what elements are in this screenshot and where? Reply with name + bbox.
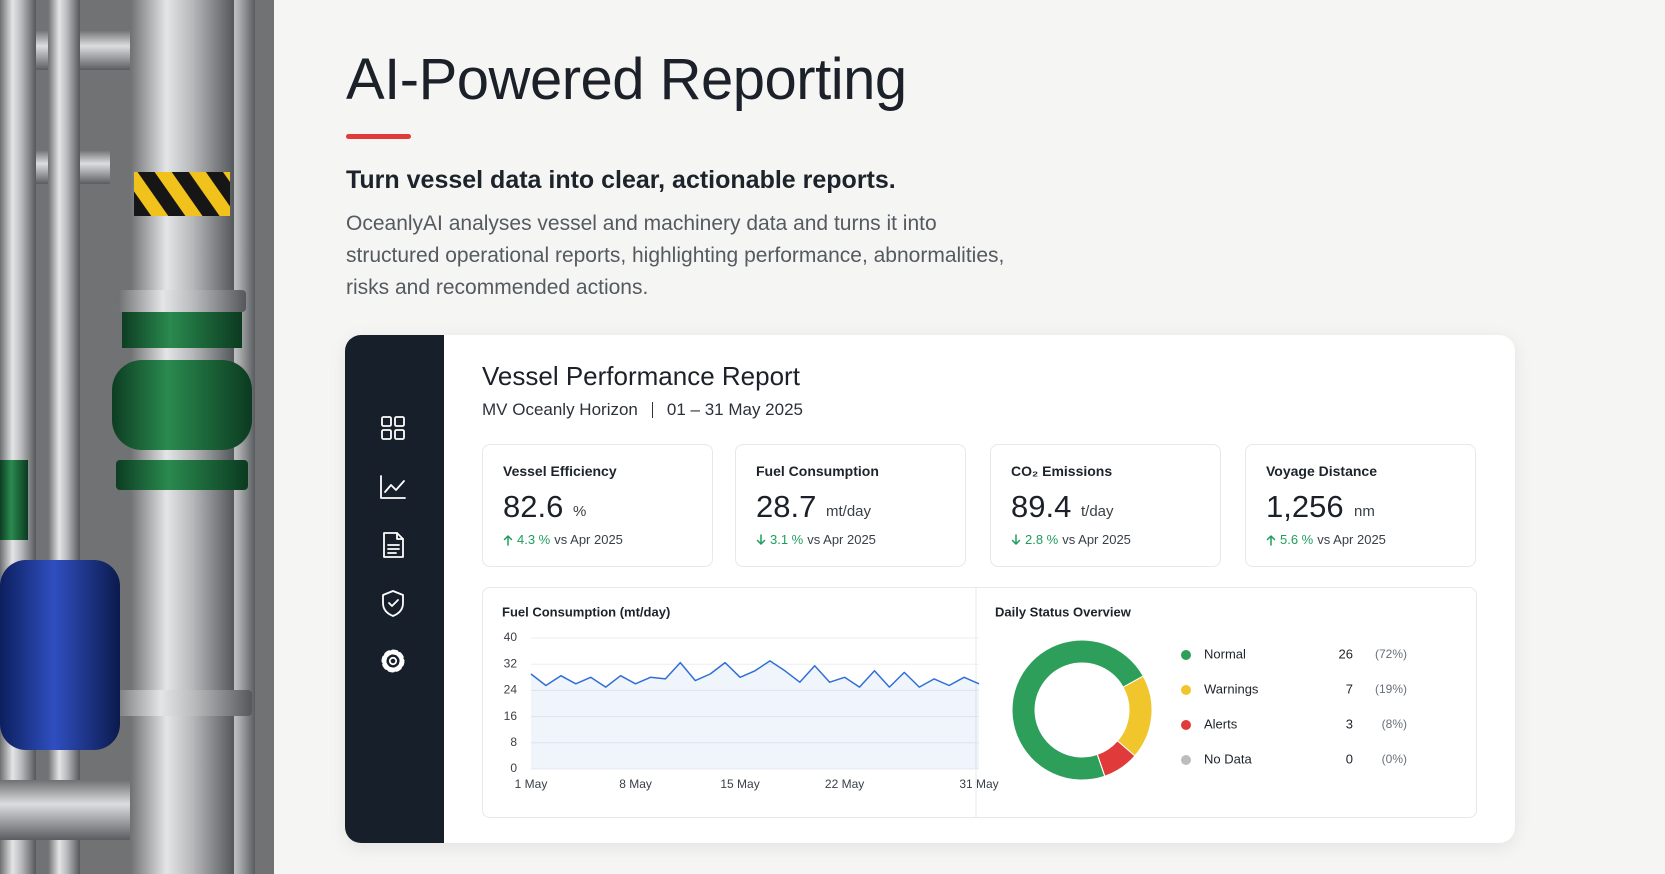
kpi-comparison: vs Apr 2025 bbox=[554, 532, 623, 547]
kpi-value: 82.6 bbox=[503, 489, 564, 524]
kpi-comparison: vs Apr 2025 bbox=[1317, 532, 1386, 547]
chart-panel: Fuel Consumption (mt/day) 0 8 16 24 32 40 1 May… bbox=[482, 587, 1477, 818]
x-tick-label: 15 May bbox=[720, 777, 759, 791]
legend-count: 0 bbox=[1346, 751, 1353, 766]
title-accent bbox=[346, 134, 411, 139]
legend-dot bbox=[1181, 755, 1191, 765]
kpi-value: 89.4 bbox=[1011, 489, 1072, 524]
kpi-label: Voyage Distance bbox=[1266, 463, 1378, 479]
legend-count: 26 bbox=[1339, 646, 1353, 661]
kpi-card: Voyage Distance 1,256 nm 5.6 % vs Apr 2025 bbox=[1245, 444, 1476, 567]
arrow-shape bbox=[756, 533, 766, 545]
y-tick-label: 8 bbox=[510, 735, 517, 749]
x-tick-label: 8 May bbox=[619, 777, 652, 791]
kpi-label: CO₂ Emissions bbox=[1011, 463, 1113, 479]
kpi-change: 4.3 % vs Apr 2025 bbox=[503, 532, 623, 547]
kpi-label: Fuel Consumption bbox=[756, 463, 879, 479]
trend-arrow bbox=[1011, 533, 1021, 545]
line-area bbox=[531, 660, 979, 769]
legend-dot bbox=[1181, 720, 1191, 730]
kpi-unit: t/day bbox=[1081, 503, 1114, 520]
report-icon[interactable] bbox=[383, 532, 404, 558]
settings-icon[interactable] bbox=[381, 649, 405, 673]
y-tick-label: 40 bbox=[504, 630, 518, 644]
kpi-card: Vessel Efficiency 82.6% 4.3 % vs Apr 2025 bbox=[482, 444, 713, 567]
page-title: AI-Powered Reporting bbox=[346, 47, 907, 112]
y-tick-label: 0 bbox=[510, 761, 517, 775]
trend-arrow bbox=[756, 533, 766, 545]
vessel-name: MV Oceanly Horizon bbox=[482, 400, 638, 419]
dashboard-icon[interactable] bbox=[381, 416, 405, 440]
report-card: Vessel Performance Report MV Oceanly Hor… bbox=[345, 335, 1515, 843]
chart-title: Fuel Consumption (mt/day) bbox=[502, 604, 670, 619]
kpi-change-value: 5.6 % bbox=[1280, 532, 1314, 547]
legend-share: (8%) bbox=[1382, 717, 1407, 731]
y-tick-label: 32 bbox=[504, 656, 518, 670]
report-subtitle: MV Oceanly Horizon 01 – 31 May 2025 bbox=[482, 400, 803, 420]
kpi-card: Fuel Consumption 28.7 mt/day 3.1 % vs Apr 20… bbox=[735, 444, 966, 567]
arrow-shape bbox=[1011, 533, 1021, 545]
charts: Fuel Consumption (mt/day) 0 8 16 24 32 40 1 May… bbox=[502, 588, 1407, 817]
legend-label: Alerts bbox=[1204, 716, 1238, 731]
legend-count: 3 bbox=[1346, 716, 1353, 731]
x-tick-label: 22 May bbox=[825, 777, 864, 791]
kpi-change: 5.6 % vs Apr 2025 bbox=[1266, 532, 1386, 547]
kpi-label: Vessel Efficiency bbox=[503, 463, 617, 479]
report-period: 01 – 31 May 2025 bbox=[666, 400, 803, 419]
legend-label: No Data bbox=[1204, 751, 1252, 766]
kpi-change-value: 3.1 % bbox=[770, 532, 804, 547]
kpi-value: 28.7 bbox=[756, 489, 817, 524]
trend-arrow bbox=[503, 534, 513, 546]
legend-share: (0%) bbox=[1382, 752, 1407, 766]
kpi-unit: mt/day bbox=[826, 503, 872, 520]
kpi-change: 2.8 % vs Apr 2025 bbox=[1011, 532, 1131, 547]
arrow-shape bbox=[503, 534, 513, 546]
donut-segment bbox=[1011, 639, 1144, 781]
kpi-comparison: vs Apr 2025 bbox=[807, 532, 876, 547]
trend-arrow bbox=[1266, 534, 1276, 546]
tagline: Turn vessel data into clear, actionable … bbox=[346, 166, 896, 194]
legend-count: 7 bbox=[1346, 681, 1353, 696]
legend-label: Normal bbox=[1204, 646, 1246, 661]
donut-segment bbox=[1116, 675, 1153, 757]
kpi-unit: % bbox=[573, 503, 587, 520]
separator bbox=[651, 402, 653, 418]
kpi-card: CO₂ Emissions 89.4 t/day 2.8 % vs Apr 2025 bbox=[990, 444, 1221, 567]
y-tick-label: 16 bbox=[504, 709, 518, 723]
line-series bbox=[530, 660, 980, 688]
sidebar-icons bbox=[380, 416, 406, 673]
kpi-change: 3.1 % vs Apr 2025 bbox=[756, 532, 876, 547]
donut-segment bbox=[1096, 754, 1106, 777]
y-tick-label: 24 bbox=[504, 683, 518, 697]
sidebar bbox=[345, 335, 444, 843]
kpi-unit: nm bbox=[1354, 503, 1375, 520]
security-icon[interactable] bbox=[382, 590, 404, 617]
description: OceanlyAI analyses vessel and machinery … bbox=[346, 212, 1005, 299]
report-title: Vessel Performance Report bbox=[482, 361, 800, 391]
legend-dot bbox=[1181, 650, 1191, 660]
legend-share: (72%) bbox=[1375, 647, 1407, 661]
arrow-shape bbox=[1266, 534, 1276, 546]
chart-title: Daily Status Overview bbox=[995, 604, 1132, 619]
kpi-value: 1,256 bbox=[1266, 489, 1344, 524]
legend-share: (19%) bbox=[1375, 682, 1407, 696]
kpi-change-value: 2.8 % bbox=[1025, 532, 1059, 547]
x-tick-label: 1 May bbox=[515, 777, 548, 791]
x-tick-label: 31 May bbox=[959, 777, 998, 791]
hero-photo bbox=[0, 0, 274, 874]
legend-label: Warnings bbox=[1204, 681, 1259, 696]
kpi-change-value: 4.3 % bbox=[517, 532, 551, 547]
legend-dot bbox=[1181, 685, 1191, 695]
analytics-icon[interactable] bbox=[380, 475, 406, 499]
kpi-comparison: vs Apr 2025 bbox=[1062, 532, 1131, 547]
